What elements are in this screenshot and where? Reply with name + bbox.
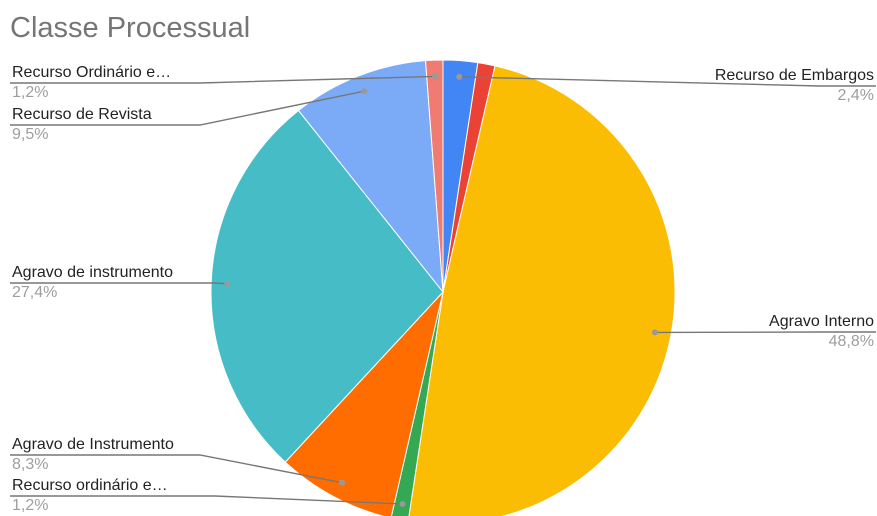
chart-title: Classe Processual	[10, 12, 251, 44]
leader-dot-recurso-ordinario-e-7	[431, 73, 438, 80]
slice-percent-recurso-de-revista-6: 9,5%	[12, 126, 48, 143]
pie-slice-agravo-interno-2	[408, 65, 676, 516]
slice-label-agravo-interno-2: Agravo Interno	[769, 313, 874, 330]
leader-line-recurso-de-revista-6	[10, 90, 365, 126]
slice-label-recurso-ordinario-e-7: Recurso Ordinário e…	[12, 64, 171, 81]
pie-slices	[210, 59, 676, 516]
leader-dot-recurso-ordinario-e-3	[399, 500, 406, 507]
leader-line-recurso-ordinario-e-3	[10, 495, 403, 505]
pie-slice-agravo-de-instrumento-4	[284, 290, 444, 516]
leader-dot-recurso-de-embargos-0	[456, 73, 463, 80]
leader-dot-agravo-de-instrumento-4	[339, 479, 346, 486]
leader-line-recurso-ordinario-e-7	[10, 75, 435, 84]
slice-label-recurso-de-embargos-0: Recurso de Embargos	[715, 67, 874, 84]
leader-dot-agravo-de-instrumento-5	[224, 280, 231, 287]
slice-label-agravo-de-instrumento-5: Agravo de instrumento	[12, 264, 173, 281]
slice-label-recurso-de-revista-6: Recurso de Revista	[12, 106, 152, 123]
slice-percent-agravo-de-instrumento-4: 8,3%	[12, 456, 48, 473]
leader-line-agravo-de-instrumento-4	[10, 454, 343, 484]
leader-lines	[10, 73, 876, 507]
leader-dot-recurso-de-revista-6	[361, 88, 368, 95]
slice-percent-recurso-ordinario-e-7: 1,2%	[12, 84, 48, 101]
leader-dot-agravo-interno-2	[651, 329, 658, 336]
leader-line-agravo-de-instrumento-5	[10, 282, 228, 285]
slice-percent-agravo-interno-2: 48,8%	[829, 333, 874, 350]
slice-percent-recurso-de-embargos-0: 2,4%	[838, 87, 874, 104]
leader-line-recurso-de-embargos-0	[459, 76, 876, 87]
pie-slice-recurso-de-revista-6	[297, 60, 444, 294]
slice-label-agravo-de-instrumento-4: Agravo de Instrumento	[12, 436, 174, 453]
slice-labels: Recurso de Embargos 2,4% Agravo Interno 48,…	[12, 64, 874, 514]
slice-label-recurso-ordinario-e-3: Recurso ordinário e…	[12, 477, 168, 494]
slice-percent-agravo-de-instrumento-5: 27,4%	[12, 284, 57, 301]
slice-percent-recurso-ordinario-e-3: 1,2%	[12, 497, 48, 514]
pie-slice-recurso-ordinario-e-7	[424, 59, 444, 293]
